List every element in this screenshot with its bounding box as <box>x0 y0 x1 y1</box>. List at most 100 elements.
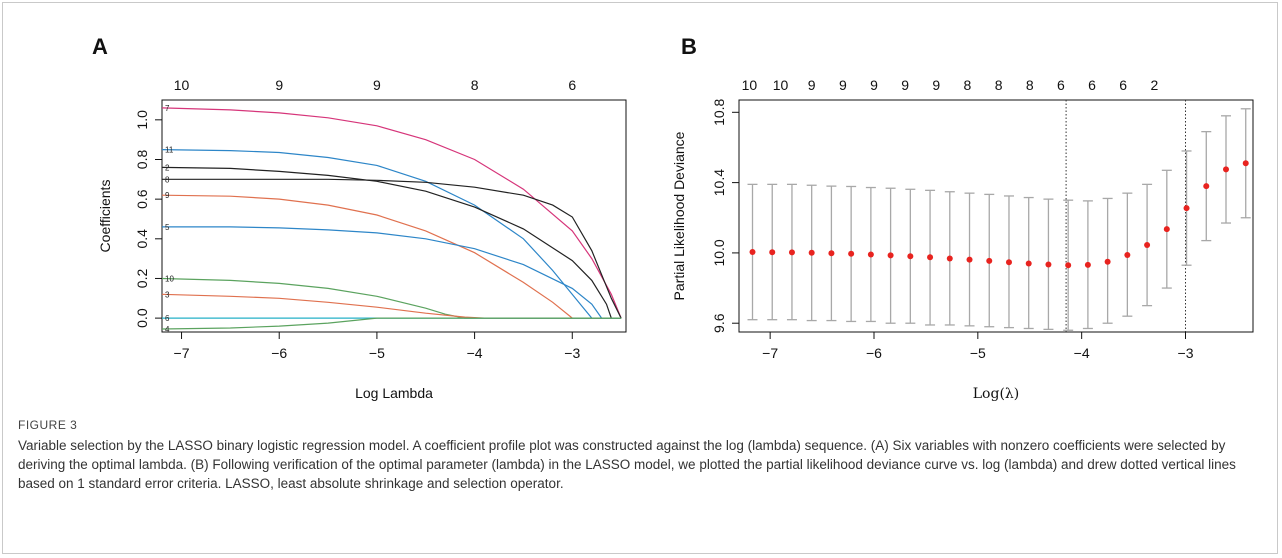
top-axis-label: 10 <box>174 77 190 93</box>
series-label-7: 7 <box>165 104 170 113</box>
series-line-4 <box>162 317 622 330</box>
y-tick-label: 0.6 <box>134 189 150 209</box>
deviance-point <box>1104 258 1111 265</box>
series-label-4: 4 <box>165 325 170 334</box>
deviance-point <box>966 256 973 263</box>
series-label-9: 9 <box>165 191 170 200</box>
y-axis-label: Partial Likelihood Deviance <box>671 131 687 300</box>
series-lines <box>162 107 622 330</box>
top-axis-label: 9 <box>901 77 909 93</box>
plot-frame <box>738 99 1254 333</box>
deviance-point <box>986 257 993 264</box>
plot-frame <box>161 99 627 333</box>
y-tick-label: 10.8 <box>711 98 727 125</box>
deviance-point <box>848 250 855 257</box>
deviance-point <box>1242 160 1249 167</box>
top-axis-label: 9 <box>373 77 381 93</box>
panel-b-chart: −7 −6 −5 −4 −3 9.6 10.0 10.4 10.8 10 10 9 9 9 9 9 8 8 8 6 6 6… <box>671 77 1254 402</box>
series-line-8 <box>162 178 622 319</box>
x-tick-label: −3 <box>564 345 580 361</box>
figure-caption: FIGURE 3 Variable selection by the LASSO… <box>18 418 1263 493</box>
x-tick-label: −4 <box>467 345 483 361</box>
top-axis-label: 6 <box>1088 77 1096 93</box>
top-axis-label: 9 <box>839 77 847 93</box>
series-line-5 <box>162 226 622 319</box>
caption-text: Variable selection by the LASSO binary l… <box>18 438 1236 491</box>
series-line-10 <box>162 277 622 319</box>
y-tick-label: 0.8 <box>134 150 150 170</box>
deviance-point <box>1124 252 1131 259</box>
series-line-7 <box>162 107 622 319</box>
series-line-2 <box>162 166 622 319</box>
caption-label: FIGURE 3 <box>18 418 78 432</box>
y-tick-label: 10.4 <box>711 169 727 196</box>
series-label-5: 5 <box>165 223 170 232</box>
top-axis-label: 9 <box>932 77 940 93</box>
panel-a-chart: −7 −6 −5 −4 −3 0.0 0.2 0.4 0.6 0.8 1.0 10 9 9 8 6 Log La… <box>97 77 627 401</box>
series-label-2: 2 <box>165 163 170 172</box>
series-label-6: 6 <box>165 314 170 323</box>
top-axis-label: 10 <box>742 77 758 93</box>
deviance-point <box>907 253 914 260</box>
top-axis-label: 8 <box>471 77 479 93</box>
top-axis-label: 8 <box>995 77 1003 93</box>
top-axis-label: 10 <box>773 77 789 93</box>
deviance-point <box>769 249 776 256</box>
top-axis-label: 2 <box>1150 77 1158 93</box>
top-axis-label: 8 <box>964 77 972 93</box>
series-label-10: 10 <box>165 274 174 283</box>
x-tick-label: −4 <box>1074 345 1090 361</box>
deviance-point <box>927 254 934 261</box>
series-line-11 <box>162 149 622 319</box>
deviance-point <box>867 251 874 258</box>
x-tick-label: −6 <box>866 345 882 361</box>
y-tick-label: 10.0 <box>711 239 727 266</box>
series-label-3: 3 <box>165 290 170 299</box>
deviance-point <box>1223 166 1230 173</box>
deviance-point <box>828 250 835 257</box>
panel-a-letter: A <box>92 34 108 59</box>
deviance-point <box>788 249 795 256</box>
top-axis-label: 9 <box>870 77 878 93</box>
deviance-point <box>1045 261 1052 268</box>
deviance-point <box>1065 262 1072 269</box>
deviance-point <box>1183 205 1190 212</box>
deviance-point <box>887 252 894 259</box>
top-axis-label: 9 <box>808 77 816 93</box>
top-axis-label: 9 <box>275 77 283 93</box>
x-tick-label: −5 <box>970 345 986 361</box>
deviance-point <box>1203 183 1210 190</box>
deviance-point <box>1005 259 1012 266</box>
x-tick-label: −7 <box>762 345 778 361</box>
y-tick-label: 0.4 <box>134 229 150 249</box>
deviance-point <box>749 249 756 256</box>
series-label-11: 11 <box>165 146 174 155</box>
deviance-point <box>808 249 815 256</box>
panel-b-letter: B <box>681 34 697 59</box>
x-tick-label: −7 <box>174 345 190 361</box>
x-axis-label: Log(λ) <box>973 386 1019 402</box>
x-tick-label: −5 <box>369 345 385 361</box>
series-label-8: 8 <box>165 175 170 184</box>
y-tick-label: 1.0 <box>134 110 150 130</box>
x-tick-label: −6 <box>271 345 287 361</box>
figure-svg: A B −7 −6 −5 −4 −3 0.0 0.2 0.4 0.6 0.8 1.0 10 9 9 8 6 Lo… <box>92 34 1254 402</box>
x-axis-label: Log Lambda <box>355 385 433 401</box>
y-tick-label: 9.6 <box>711 313 727 333</box>
y-tick-label: 0.2 <box>134 269 150 289</box>
series-line-3 <box>162 293 622 319</box>
deviance-point <box>1025 260 1032 267</box>
top-axis-label: 6 <box>1119 77 1127 93</box>
deviance-point <box>1144 242 1151 248</box>
top-axis-label: 6 <box>568 77 576 93</box>
y-tick-label: 0.0 <box>134 308 150 328</box>
deviance-point <box>946 255 953 262</box>
deviance-point <box>1084 261 1091 268</box>
top-axis-label: 6 <box>1057 77 1065 93</box>
x-tick-label: −3 <box>1178 345 1194 361</box>
deviance-point <box>1163 226 1170 233</box>
y-axis-label: Coefficients <box>97 180 113 253</box>
top-axis-label: 8 <box>1026 77 1034 93</box>
series-line-9 <box>162 194 622 319</box>
